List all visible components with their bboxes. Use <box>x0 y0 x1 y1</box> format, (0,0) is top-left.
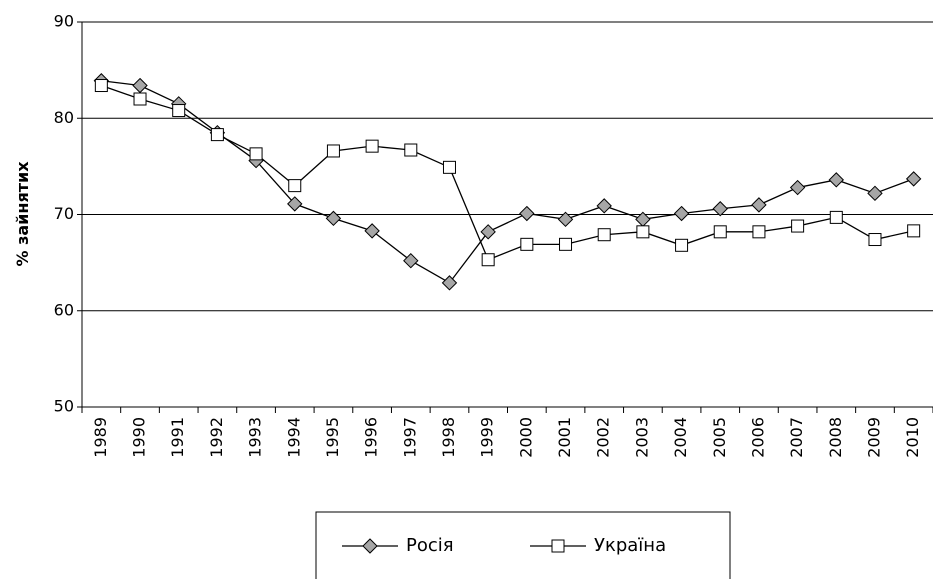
marker <box>751 197 767 213</box>
y-tick-label: 60 <box>54 300 74 319</box>
marker <box>752 225 766 239</box>
marker <box>365 139 379 153</box>
marker <box>481 253 495 267</box>
marker <box>636 225 650 239</box>
marker <box>442 160 456 174</box>
y-axis-label: % зайнятих <box>13 161 32 267</box>
legend-marker <box>551 539 565 553</box>
marker <box>829 210 843 224</box>
x-tick-label: 1995 <box>323 417 342 458</box>
x-tick-label: 2004 <box>671 417 690 458</box>
marker <box>907 224 921 238</box>
marker <box>210 128 224 142</box>
marker <box>133 92 147 106</box>
marker <box>867 185 883 202</box>
legend-label: Україна <box>594 535 666 556</box>
x-tick-label: 2008 <box>826 417 845 458</box>
x-tick-label: 1994 <box>284 417 303 458</box>
marker <box>94 79 108 93</box>
series-line <box>101 84 914 261</box>
marker <box>441 275 458 291</box>
marker <box>403 252 419 269</box>
marker <box>132 77 148 94</box>
marker <box>712 201 728 217</box>
legend-marker <box>362 538 378 554</box>
x-tick-label: 2001 <box>555 417 574 458</box>
marker <box>828 172 845 188</box>
series-line <box>101 80 914 284</box>
x-tick-label: 2000 <box>516 417 535 458</box>
x-tick-label: 2009 <box>864 417 883 458</box>
marker <box>789 179 806 196</box>
x-tick-label: 1989 <box>91 417 110 458</box>
marker <box>249 147 263 161</box>
marker <box>364 223 380 239</box>
marker <box>557 211 574 228</box>
x-tick-label: 2010 <box>903 417 922 458</box>
marker <box>868 233 882 247</box>
x-tick-label: 2007 <box>787 417 806 458</box>
marker <box>172 104 186 118</box>
marker <box>404 143 418 157</box>
x-tick-label: 1993 <box>246 417 265 458</box>
y-tick-label: 50 <box>54 397 74 416</box>
x-tick-label: 1997 <box>400 417 419 458</box>
marker <box>559 237 573 251</box>
x-tick-label: 1992 <box>207 417 226 458</box>
x-tick-label: 1991 <box>168 417 187 458</box>
marker <box>905 171 922 187</box>
x-tick-label: 2006 <box>748 417 767 458</box>
marker <box>520 237 534 251</box>
marker <box>673 205 690 222</box>
marker <box>287 196 303 212</box>
marker <box>596 198 612 214</box>
x-tick-label: 1998 <box>439 417 458 458</box>
marker <box>519 205 535 222</box>
x-tick-label: 1999 <box>478 417 497 458</box>
x-tick-label: 2002 <box>594 417 613 458</box>
marker <box>597 228 611 242</box>
marker <box>713 225 727 239</box>
legend-label: Росія <box>406 535 454 556</box>
x-tick-label: 1996 <box>362 417 381 458</box>
marker <box>791 219 805 233</box>
x-tick-label: 1990 <box>130 417 149 458</box>
marker <box>480 224 496 240</box>
y-tick-label: 80 <box>54 108 74 127</box>
marker <box>288 179 302 193</box>
y-tick-label: 90 <box>54 12 74 31</box>
marker <box>326 144 340 158</box>
marker <box>675 238 689 252</box>
y-tick-label: 70 <box>54 204 74 223</box>
x-tick-label: 2005 <box>710 417 729 458</box>
marker <box>325 210 342 227</box>
x-tick-label: 2003 <box>632 417 651 458</box>
